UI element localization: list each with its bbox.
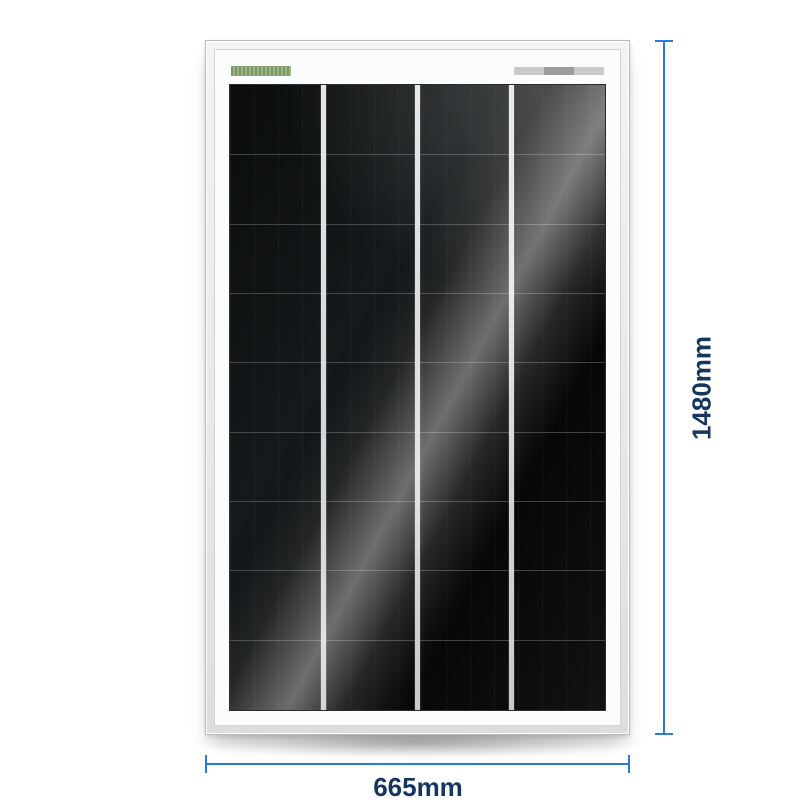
width-dim-tick-right [628,755,630,773]
width-dim-tick-left [205,755,207,773]
solar-panel [205,40,630,735]
column-divider-2 [415,85,420,710]
panel-brand-strip [227,62,608,80]
panel-inner-border [214,49,621,726]
cell-corner-nicks [230,85,605,710]
width-dim-label: 665mm [373,772,463,803]
glass-gloss-highlight [230,85,605,710]
brand-logo-icon [231,66,291,76]
diagram-stage: 665mm 1480mm [0,0,811,810]
width-dim-line [205,763,630,765]
height-dim-tick-top [655,40,673,42]
column-divider-1 [321,85,326,710]
brand-label-icon [514,67,604,75]
column-divider-3 [509,85,514,710]
panel-cell-grid [229,84,606,711]
height-dim-tick-bottom [655,733,673,735]
height-dim-label: 1480mm [687,336,718,440]
height-dim-line [663,40,665,735]
